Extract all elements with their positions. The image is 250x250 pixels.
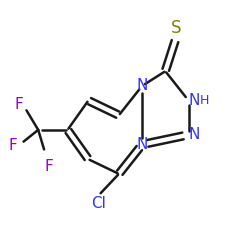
Text: N: N (188, 93, 200, 108)
Text: F: F (45, 159, 54, 174)
Text: H: H (200, 94, 209, 107)
Text: Cl: Cl (91, 196, 106, 211)
Text: N: N (136, 137, 148, 152)
Text: N: N (136, 78, 148, 94)
Text: N: N (188, 127, 200, 142)
Text: S: S (171, 19, 181, 37)
Text: F: F (9, 138, 18, 153)
Text: F: F (15, 97, 24, 112)
